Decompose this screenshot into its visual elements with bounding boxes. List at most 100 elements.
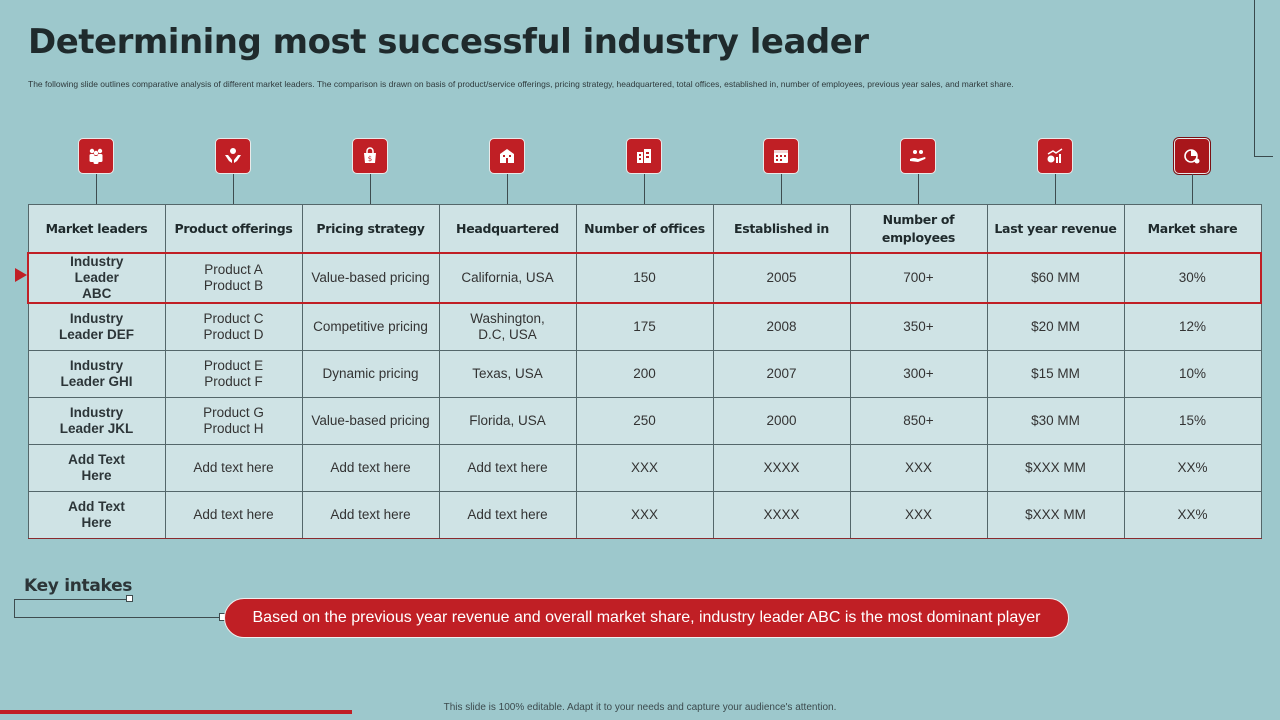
cell-products: Product E Product F xyxy=(164,350,303,398)
building-icon xyxy=(488,138,525,174)
cell-pricing: Add text here xyxy=(301,491,440,539)
icon-connector xyxy=(232,174,234,204)
highlight-arrow-icon xyxy=(15,268,27,282)
comparison-table: Market leaders Product offerings Pricing… xyxy=(27,204,1262,539)
cell-pricing: Competitive pricing xyxy=(301,302,440,351)
cell-offices: XXX xyxy=(575,491,714,539)
market-share-pie-icon xyxy=(1173,138,1210,174)
icon-connector xyxy=(1054,174,1056,204)
cell-leader: Add Text Here xyxy=(27,444,166,492)
icon-cell-established-in xyxy=(712,138,849,204)
cell-offices: 200 xyxy=(575,350,714,398)
header-market-leaders: Market leaders xyxy=(27,204,166,254)
cell-revenue: $XXX MM xyxy=(986,444,1125,492)
cell-pricing: Add text here xyxy=(301,444,440,492)
cell-products: Product G Product H xyxy=(164,397,303,445)
table-row: Industry Leader DEF Product C Product D … xyxy=(27,302,1262,351)
table-row-highlighted: Industry Leader ABC Product A Product B … xyxy=(27,252,1262,304)
cell-offices: 175 xyxy=(575,302,714,351)
cell-products: Add text here xyxy=(164,444,303,492)
cell-share: XX% xyxy=(1123,444,1262,492)
icon-cell-pricing-strategy: $ xyxy=(301,138,438,204)
slide-title: Determining most successful industry lea… xyxy=(28,22,869,62)
icon-cell-number-of-offices xyxy=(575,138,712,204)
cell-offices: XXX xyxy=(575,444,714,492)
cell-pricing: Value-based pricing xyxy=(301,252,440,304)
cell-leader: Industry Leader ABC xyxy=(27,252,166,304)
svg-text:$: $ xyxy=(367,155,371,163)
cell-revenue: $60 MM xyxy=(986,252,1125,304)
people-group-icon xyxy=(77,138,114,174)
header-number-of-employees: Number of employees xyxy=(849,204,988,254)
employees-hand-icon xyxy=(899,138,936,174)
cell-share: 30% xyxy=(1123,252,1262,304)
icon-connector xyxy=(1191,174,1193,204)
icon-connector xyxy=(917,174,919,204)
icon-cell-market-leaders xyxy=(27,138,164,204)
cell-offices: 250 xyxy=(575,397,714,445)
icon-connector xyxy=(369,174,371,204)
cell-share: 12% xyxy=(1123,302,1262,351)
cell-established: 2008 xyxy=(712,302,851,351)
cell-revenue: $XXX MM xyxy=(986,491,1125,539)
cell-employees: XXX xyxy=(849,444,988,492)
cell-share: 10% xyxy=(1123,350,1262,398)
cell-leader: Industry Leader DEF xyxy=(27,302,166,351)
cell-established: 2007 xyxy=(712,350,851,398)
key-intakes-bracket xyxy=(14,599,131,618)
table-header-row: Market leaders Product offerings Pricing… xyxy=(27,204,1262,254)
header-product-offerings: Product offerings xyxy=(164,204,303,254)
cell-hq: Add text here xyxy=(438,444,577,492)
icon-connector xyxy=(95,174,97,204)
cell-established: XXXX xyxy=(712,444,851,492)
table-row: Add Text Here Add text here Add text her… xyxy=(27,444,1262,492)
cell-employees: 350+ xyxy=(849,302,988,351)
revenue-chart-icon xyxy=(1036,138,1073,174)
office-buildings-icon xyxy=(625,138,662,174)
table-row: Add Text Here Add text here Add text her… xyxy=(27,491,1262,539)
cell-leader: Industry Leader GHI xyxy=(27,350,166,398)
bracket-end-node xyxy=(126,595,133,602)
cell-revenue: $15 MM xyxy=(986,350,1125,398)
slide-subtitle: The following slide outlines comparative… xyxy=(28,79,1014,89)
header-pricing-strategy: Pricing strategy xyxy=(301,204,440,254)
cell-established: 2005 xyxy=(712,252,851,304)
header-headquartered: Headquartered xyxy=(438,204,577,254)
key-intakes-callout: Based on the previous year revenue and o… xyxy=(224,598,1069,638)
cell-hq: California, USA xyxy=(438,252,577,304)
icon-cell-market-share xyxy=(1123,138,1260,204)
icon-cell-number-of-employees xyxy=(849,138,986,204)
icon-cell-product-offerings xyxy=(164,138,301,204)
cell-employees: 700+ xyxy=(849,252,988,304)
price-tag-bag-icon: $ xyxy=(351,138,388,174)
icon-connector xyxy=(506,174,508,204)
connector-line xyxy=(14,617,222,618)
hands-offering-icon xyxy=(214,138,251,174)
header-number-of-offices: Number of offices xyxy=(575,204,714,254)
cell-hq: Texas, USA xyxy=(438,350,577,398)
cell-hq: Add text here xyxy=(438,491,577,539)
calendar-icon xyxy=(762,138,799,174)
cell-leader: Industry Leader JKL xyxy=(27,397,166,445)
cell-offices: 150 xyxy=(575,252,714,304)
icon-cell-last-year-revenue xyxy=(986,138,1123,204)
footer-accent-bar xyxy=(0,710,352,714)
cell-products: Product A Product B xyxy=(164,252,303,304)
cell-employees: 300+ xyxy=(849,350,988,398)
footer-note: This slide is 100% editable. Adapt it to… xyxy=(443,702,837,713)
header-last-year-revenue: Last year revenue xyxy=(986,204,1125,254)
cell-hq: Florida, USA xyxy=(438,397,577,445)
header-market-share: Market share xyxy=(1123,204,1262,254)
table-row: Industry Leader JKL Product G Product H … xyxy=(27,397,1262,445)
cell-employees: 850+ xyxy=(849,397,988,445)
icon-connector xyxy=(780,174,782,204)
cell-leader: Add Text Here xyxy=(27,491,166,539)
cell-established: XXXX xyxy=(712,491,851,539)
cell-revenue: $30 MM xyxy=(986,397,1125,445)
cell-products: Product C Product D xyxy=(164,302,303,351)
column-icon-row: $ xyxy=(27,138,1262,204)
cell-hq: Washington, D.C, USA xyxy=(438,302,577,351)
cell-employees: XXX xyxy=(849,491,988,539)
cell-revenue: $20 MM xyxy=(986,302,1125,351)
icon-connector xyxy=(643,174,645,204)
